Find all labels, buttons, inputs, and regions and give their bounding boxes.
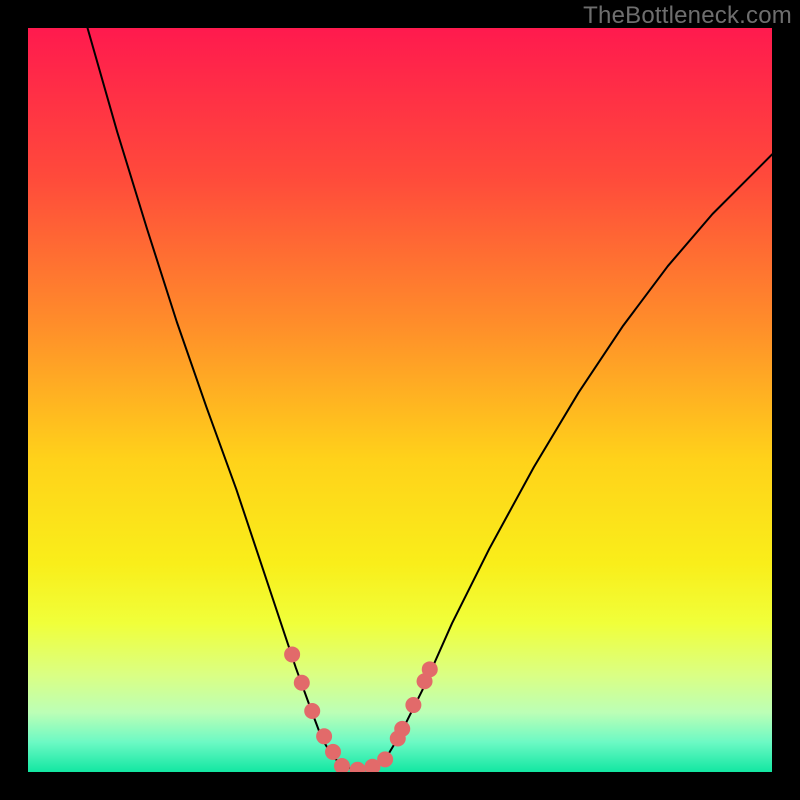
watermark-text: TheBottleneck.com xyxy=(583,2,792,30)
marker-point xyxy=(304,703,320,719)
bottleneck-curve xyxy=(88,28,772,770)
marker-point xyxy=(405,697,421,713)
marker-point xyxy=(294,675,310,691)
curve-layer xyxy=(0,0,800,800)
marker-point xyxy=(316,728,332,744)
marker-point xyxy=(422,661,438,677)
marker-point xyxy=(350,762,366,778)
chart-stage: TheBottleneck.com xyxy=(0,0,800,800)
marker-point xyxy=(284,646,300,662)
marker-point xyxy=(394,721,410,737)
marker-point xyxy=(334,758,350,774)
marker-point xyxy=(377,751,393,767)
marker-point xyxy=(325,744,341,760)
